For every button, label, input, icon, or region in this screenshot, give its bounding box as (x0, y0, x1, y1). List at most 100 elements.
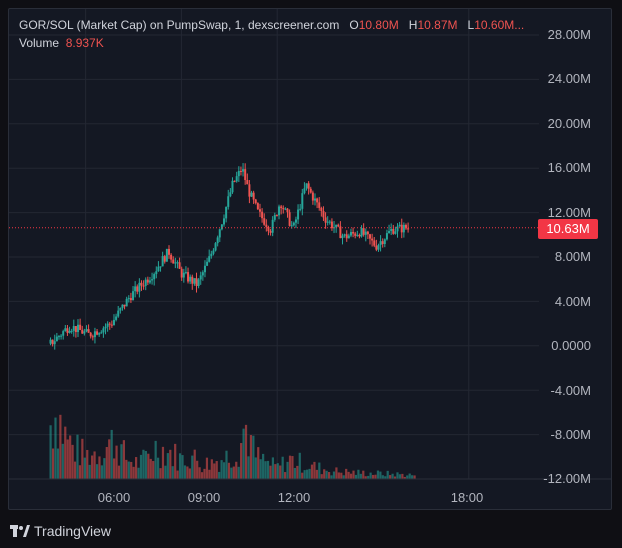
volume-bar (208, 469, 211, 479)
volume-bar (100, 465, 104, 479)
candle-body (307, 183, 310, 189)
y-tick-label: 28.00M (547, 27, 591, 42)
candle-body (182, 272, 185, 278)
candle-body (106, 323, 109, 327)
volume-bar (152, 461, 155, 479)
candle-body (136, 286, 139, 292)
candle-body (138, 282, 141, 292)
volume-bar (347, 471, 350, 479)
candle-body (360, 228, 363, 237)
candle-body (85, 329, 88, 332)
candle-body (237, 170, 240, 177)
candle-body (96, 331, 99, 335)
candle-body (335, 224, 338, 228)
tradingview-brand: TradingView (34, 523, 112, 539)
volume-bar (386, 470, 389, 479)
candle-body (191, 276, 194, 284)
candle-body (254, 199, 257, 204)
volume-bar (401, 473, 404, 479)
y-tick-label: 0.0000 (551, 338, 591, 353)
volume-bar (335, 467, 338, 479)
volume-bar (379, 471, 382, 479)
candle-body (233, 180, 236, 182)
candle-body (269, 231, 272, 233)
volume-bar (135, 457, 138, 479)
candle-body (341, 235, 344, 239)
volume-bar (330, 475, 333, 479)
candle-body (49, 339, 52, 344)
volume-bar (384, 476, 387, 479)
volume-bar (327, 472, 331, 479)
candle-body (102, 328, 105, 333)
y-tick-label: 4.00M (554, 294, 591, 309)
candle-body (354, 233, 357, 236)
volume-bar (183, 465, 187, 479)
candle-body (398, 224, 401, 227)
candle-body (328, 221, 331, 223)
tradingview-attribution[interactable]: TradingView (10, 522, 111, 540)
volume-bar (61, 443, 64, 479)
candle-body (161, 256, 164, 267)
candle-body (197, 279, 200, 286)
candle-body (271, 219, 274, 233)
candle-body (193, 278, 196, 284)
volume-bar (313, 461, 316, 479)
volume-bar (332, 471, 336, 479)
volume-bar (83, 457, 86, 479)
candle-body (163, 256, 166, 262)
candle-body (339, 226, 342, 239)
volume-bar (191, 455, 194, 479)
volume-bar (367, 475, 370, 479)
volume-bar (237, 466, 240, 479)
volume-bar (371, 474, 375, 479)
candle-body (208, 256, 211, 262)
candle-body (388, 231, 391, 234)
candle-body (227, 196, 230, 207)
volume-bar (257, 447, 260, 479)
volume-bar (240, 443, 243, 479)
volume-bar (66, 439, 69, 479)
volume-bar (254, 457, 257, 479)
volume-bar (284, 472, 287, 479)
volume-bar (291, 456, 294, 479)
volume-bar (406, 475, 409, 479)
candle-body (79, 324, 82, 330)
volume-bar (166, 453, 169, 479)
chart-panel[interactable]: GOR/SOL (Market Cap) on PumpSwap, 1, dex… (8, 8, 612, 510)
volume-bar (293, 467, 296, 479)
candle-body (288, 212, 291, 226)
volume-bar (320, 474, 323, 479)
candle-body (81, 329, 84, 334)
volume-bar (398, 474, 402, 479)
volume-bar (408, 473, 411, 479)
candle-body (57, 336, 60, 338)
volume-bar (310, 464, 314, 479)
candle-body (313, 198, 316, 201)
symbol-title: GOR/SOL (Market Cap) on PumpSwap, 1, dex… (19, 18, 340, 32)
y-tick-label: -12.00M (543, 471, 591, 486)
volume-bar (59, 414, 62, 479)
candle-body (231, 180, 234, 193)
volume-bar (218, 471, 221, 479)
volume-bar (176, 470, 179, 479)
x-tick-label: 12:00 (277, 490, 311, 505)
candle-body (225, 206, 228, 219)
price-chart[interactable] (9, 9, 612, 510)
candle-body (159, 266, 162, 268)
candle-body (326, 221, 329, 223)
candle-body (324, 217, 327, 223)
y-tick-label: 8.00M (554, 249, 591, 264)
candle-body (70, 330, 73, 332)
candle-body (402, 224, 405, 233)
volume-bar (86, 449, 89, 479)
volume-bar (340, 472, 343, 479)
volume-bar (393, 476, 397, 479)
volume-bar (357, 469, 360, 479)
volume-bar (93, 451, 96, 479)
candle-body (369, 234, 372, 239)
volume-bar (396, 472, 399, 479)
candle-body (309, 188, 312, 193)
candle-body (74, 326, 77, 333)
candle-body (294, 219, 297, 223)
